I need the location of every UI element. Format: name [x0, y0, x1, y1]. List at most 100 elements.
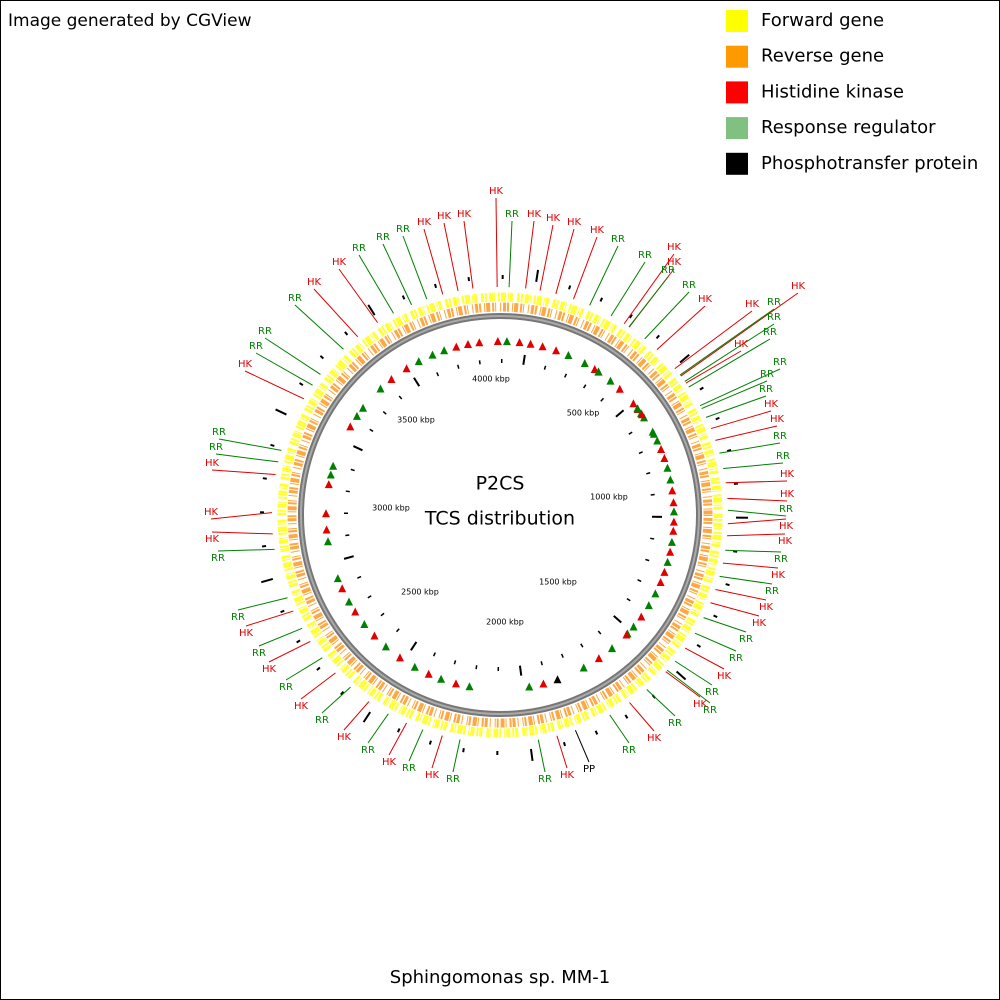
feature-label: RR [773, 431, 787, 442]
feature-label: HK [771, 570, 786, 581]
feature-label: RR [361, 745, 375, 756]
scale-tick [597, 630, 602, 635]
feature-marker [629, 622, 638, 631]
outer-tick [299, 382, 304, 387]
legend-swatch [726, 152, 748, 175]
feature-marker [594, 367, 603, 376]
feature-marker [502, 337, 511, 346]
feature-leader [705, 395, 767, 418]
feature-marker [326, 470, 335, 479]
feature-leader [525, 220, 535, 289]
feature-label: RR [211, 553, 225, 564]
scale-label: 500 kbp [567, 409, 600, 418]
feature-leader [629, 702, 655, 732]
scale-tick [560, 653, 564, 658]
feature-marker [538, 342, 547, 351]
feature-label: HK [780, 489, 795, 500]
feature-marker [669, 526, 678, 535]
feature-marker [323, 537, 332, 546]
outer-tick [733, 482, 739, 486]
feature-marker [381, 642, 390, 651]
feature-marker [395, 653, 404, 662]
feature-leader [237, 597, 288, 611]
feature-marker [322, 509, 331, 518]
outer-tick [599, 297, 604, 302]
legend-swatch [726, 81, 748, 104]
feature-marker [414, 357, 423, 366]
credit: Image generated by CGView [8, 11, 252, 31]
feature-label: HK [567, 217, 582, 228]
scale-tick [398, 395, 403, 400]
feature-marker [402, 364, 411, 373]
scale-tick [432, 652, 436, 657]
feature-marker [594, 654, 603, 663]
feature-label: HK [693, 699, 708, 710]
feature-marker [622, 630, 631, 639]
outer-tick [594, 730, 599, 735]
legend-label: Forward gene [761, 10, 884, 31]
feature-leader [572, 236, 598, 300]
feature-label: RR [505, 209, 519, 220]
feature-marker [669, 507, 678, 516]
feature-marker [345, 597, 354, 606]
feature-leader [694, 632, 737, 652]
feature-leader [508, 220, 513, 288]
outer-tick [679, 353, 690, 364]
outer-tick [715, 416, 720, 421]
feature-label: HK [239, 628, 254, 639]
scale-label: 1000 kbp [590, 493, 628, 502]
feature-marker [515, 338, 524, 347]
feature-leader [719, 442, 781, 454]
outer-tick [316, 666, 321, 671]
outer-tick [568, 285, 572, 290]
feature-marker [663, 557, 672, 566]
outer-tick [261, 577, 274, 584]
feature-marker [666, 547, 675, 556]
outer-tick [319, 355, 325, 360]
feature-marker [376, 384, 385, 393]
feature-leader [589, 245, 619, 306]
feature-marker [660, 567, 669, 576]
scale-label: 3000 kbp [372, 504, 410, 513]
feature-label: RR [703, 705, 717, 716]
outer-tick [401, 295, 406, 300]
feature-marker [667, 537, 676, 546]
scale-tick [350, 468, 355, 472]
feature-leader [699, 368, 781, 407]
feature-leader [727, 533, 786, 537]
scale-label: 1500 kbp [539, 578, 577, 587]
scale-tick [638, 451, 643, 455]
scale-tick [475, 665, 478, 670]
feature-marker [463, 339, 472, 348]
feature-leader [674, 660, 713, 686]
scale-tick [413, 377, 421, 387]
feature-label: RR [765, 586, 779, 597]
feature-marker [656, 577, 665, 586]
feature-marker [666, 475, 675, 484]
legend-label: Response regulator [761, 117, 936, 138]
feature-label: RR [705, 687, 719, 698]
feature-leader [294, 304, 344, 350]
feature-label: HK [205, 534, 220, 545]
feature-marker [669, 498, 678, 507]
outer-tick [367, 304, 376, 316]
feature-marker [539, 679, 548, 688]
feature-marker [649, 429, 658, 438]
feature-leader [556, 735, 568, 769]
feature-leader [685, 350, 742, 384]
feature-leader [423, 228, 444, 295]
feature-marker [322, 525, 331, 534]
feature-marker [579, 663, 588, 672]
feature-label: HK [590, 225, 605, 236]
feature-label: RR [252, 648, 266, 659]
feature-marker [606, 376, 615, 385]
feature-leader [710, 410, 772, 430]
scale-label: 2000 kbp [486, 618, 524, 627]
scale-tick [382, 410, 387, 415]
outer-tick [725, 583, 730, 587]
feature-marker [637, 410, 646, 419]
scale-tick [628, 431, 633, 435]
legend-swatch [726, 45, 748, 68]
feature-marker [663, 463, 672, 472]
